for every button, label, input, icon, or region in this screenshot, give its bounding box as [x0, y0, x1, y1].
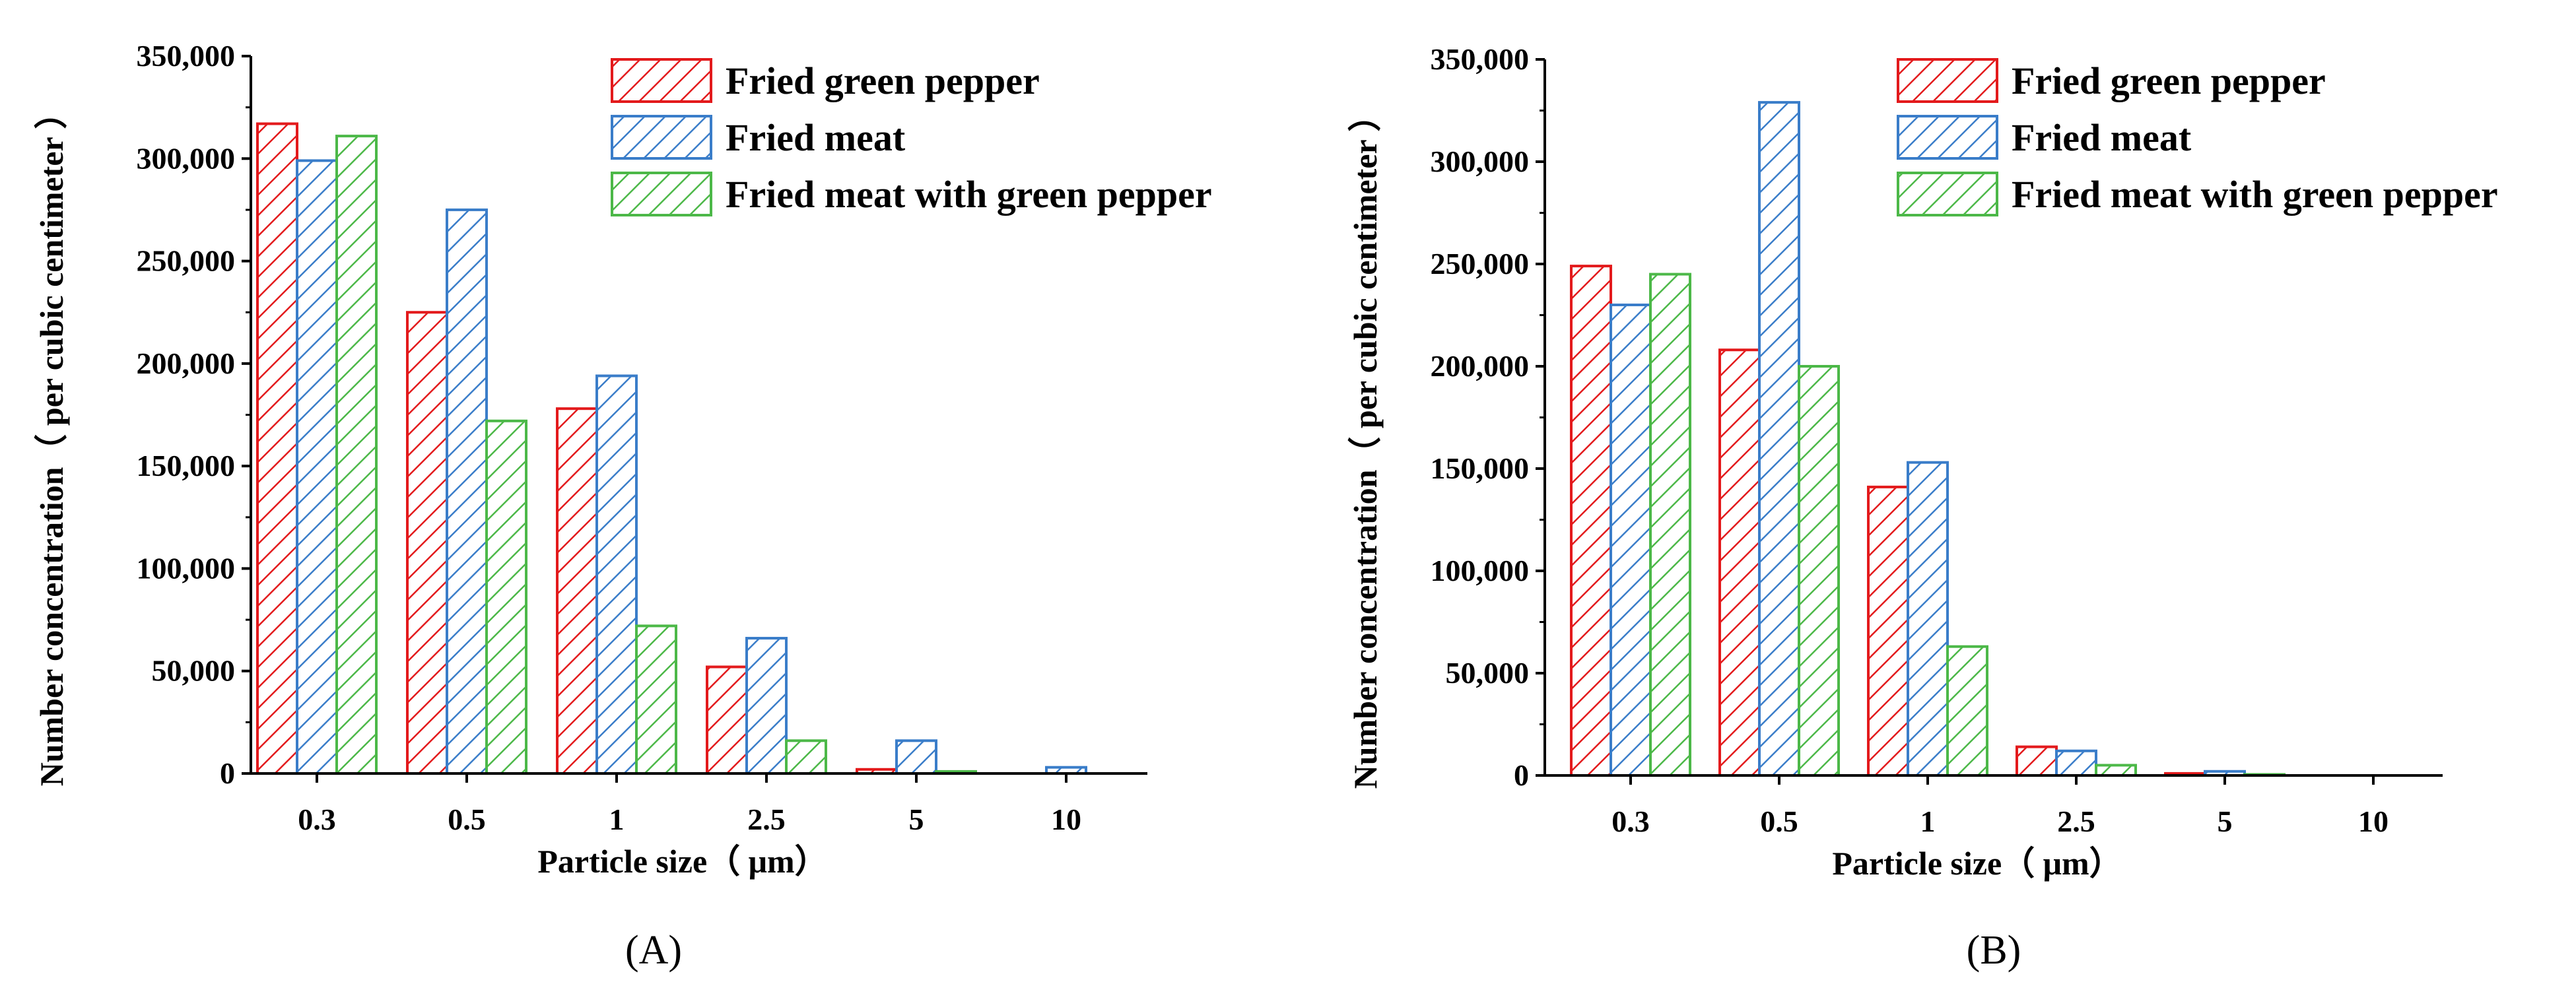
- bar-fried-meat-5: [895, 739, 937, 775]
- bars-group: [256, 122, 1087, 775]
- legend-swatch-fried-green-pepper: [1897, 58, 1998, 103]
- bar-fried-meat-with-green-pepper-1: [1946, 645, 1988, 777]
- bar-fried-green-pepper-0-5: [406, 311, 448, 775]
- bar-fried-green-pepper-0-5: [1718, 348, 1761, 777]
- x-tick-label: 10: [1051, 803, 1081, 836]
- legend-label-fried-green-pepper: Fried green pepper: [726, 59, 1040, 102]
- bar-fried-meat-with-green-pepper-0-3: [1649, 273, 1691, 777]
- bar-fried-meat-2-5: [745, 637, 788, 775]
- legend-label-fried-meat-with-green-pepper: Fried meat with green pepper: [726, 173, 1212, 216]
- bar-fried-meat-with-green-pepper-0-3: [335, 135, 378, 775]
- y-ticks: 0 50,000 100,000 150,000 200,000 250,000 300,0…: [137, 39, 251, 790]
- bar-fried-meat-0-5: [1758, 101, 1800, 777]
- x-tick-label: 5: [2218, 804, 2233, 838]
- y-tick-label: 200,000: [137, 346, 236, 380]
- bar-fried-meat-1: [1907, 461, 1949, 777]
- bar-fried-meat-0-5: [446, 208, 488, 775]
- bar-fried-meat-0-3: [296, 159, 338, 775]
- y-tick-label: 0: [220, 756, 235, 790]
- bar-fried-meat-with-green-pepper-0-5: [485, 419, 527, 775]
- bar-fried-meat-0-3: [1610, 304, 1652, 777]
- y-tick-label: 100,000: [1431, 554, 1530, 587]
- panel-label: (A): [625, 928, 682, 973]
- y-tick-label: 250,000: [137, 244, 236, 278]
- x-tick-label: 1: [1920, 804, 1936, 838]
- y-tick-label: 100,000: [137, 551, 236, 585]
- legend-label-fried-meat: Fried meat: [2012, 116, 2192, 159]
- chart-panel-a: 0 50,000 100,000 150,000 200,000 250,000 300,0…: [33, 39, 1212, 973]
- x-tick-label: 0.5: [1760, 804, 1798, 838]
- legend-label-fried-meat-with-green-pepper: Fried meat with green pepper: [2012, 173, 2498, 216]
- legend-swatch-fried-meat: [611, 115, 712, 160]
- bar-fried-meat-with-green-pepper-1: [635, 624, 677, 775]
- x-tick-label: 1: [609, 803, 625, 836]
- bar-fried-green-pepper-2-5: [2016, 745, 2058, 777]
- x-tick-label: 0.3: [298, 803, 336, 836]
- x-tick-label: 5: [909, 803, 924, 836]
- y-tick-label: 300,000: [1431, 145, 1530, 178]
- bar-fried-green-pepper-1: [1867, 485, 1909, 777]
- legend: Fried green pepper Fried meat Fried meat w…: [1897, 58, 2498, 216]
- y-axis-title: Number concentration（ per cubic centimet…: [1347, 99, 1384, 789]
- legend-swatch-fried-green-pepper: [611, 58, 712, 103]
- legend: Fried green pepper Fried meat Fried meat w…: [611, 58, 1212, 216]
- bar-fried-green-pepper-2-5: [706, 665, 748, 775]
- bar-fried-meat-with-green-pepper-0-5: [1798, 365, 1840, 777]
- y-ticks: 0 50,000 100,000 150,000 200,000 250,000 300,0…: [1431, 42, 1545, 792]
- y-tick-label: 150,000: [1431, 451, 1530, 485]
- y-tick-label: 0: [1514, 758, 1529, 792]
- y-tick-label: 50,000: [152, 654, 236, 688]
- y-tick-label: 300,000: [137, 141, 236, 175]
- panel-label: (B): [1967, 928, 2021, 973]
- x-tick-label: 0.5: [448, 803, 486, 836]
- bar-fried-meat-with-green-pepper-2-5: [2095, 764, 2137, 777]
- y-tick-label: 200,000: [1431, 349, 1530, 383]
- x-tick-label: 10: [2358, 804, 2389, 838]
- y-tick-label: 350,000: [137, 39, 236, 73]
- x-tick-label: 2.5: [747, 803, 786, 836]
- bar-fried-green-pepper-0-3: [256, 122, 298, 775]
- chart-panel-b: 0 50,000 100,000 150,000 200,000 250,000 300,0…: [1347, 42, 2498, 973]
- x-tick-label: 0.3: [1611, 804, 1650, 838]
- bar-fried-meat-1: [595, 374, 638, 775]
- x-axis-title: Particle size（ μm）: [537, 843, 827, 880]
- x-ticks: 0.3 0.5 1 2.5 5 10: [298, 773, 1081, 836]
- x-tick-label: 2.5: [2057, 804, 2095, 838]
- y-axis-title: Number concentration（ per cubic centimet…: [33, 96, 70, 787]
- y-tick-label: 250,000: [1431, 247, 1530, 280]
- y-tick-label: 50,000: [1446, 656, 1530, 690]
- bar-fried-green-pepper-1: [556, 407, 598, 775]
- axes-group: [250, 56, 1147, 775]
- legend-swatch-fried-meat-with-green-pepper: [611, 172, 712, 216]
- legend-swatch-fried-meat-with-green-pepper: [1897, 172, 1998, 216]
- bar-fried-green-pepper-0-3: [1570, 265, 1612, 777]
- bars-group: [1570, 101, 2286, 777]
- y-tick-label: 350,000: [1431, 42, 1530, 76]
- y-tick-label: 150,000: [137, 449, 236, 482]
- legend-label-fried-green-pepper: Fried green pepper: [2012, 59, 2326, 102]
- x-ticks: 0.3 0.5 1 2.5 5 10: [1611, 775, 2389, 838]
- bar-fried-meat-2-5: [2055, 749, 2097, 777]
- x-axis-title: Particle size（ μm）: [1832, 845, 2122, 882]
- legend-label-fried-meat: Fried meat: [726, 116, 906, 159]
- bar-fried-meat-with-green-pepper-2-5: [785, 739, 827, 775]
- legend-swatch-fried-meat: [1897, 115, 1998, 160]
